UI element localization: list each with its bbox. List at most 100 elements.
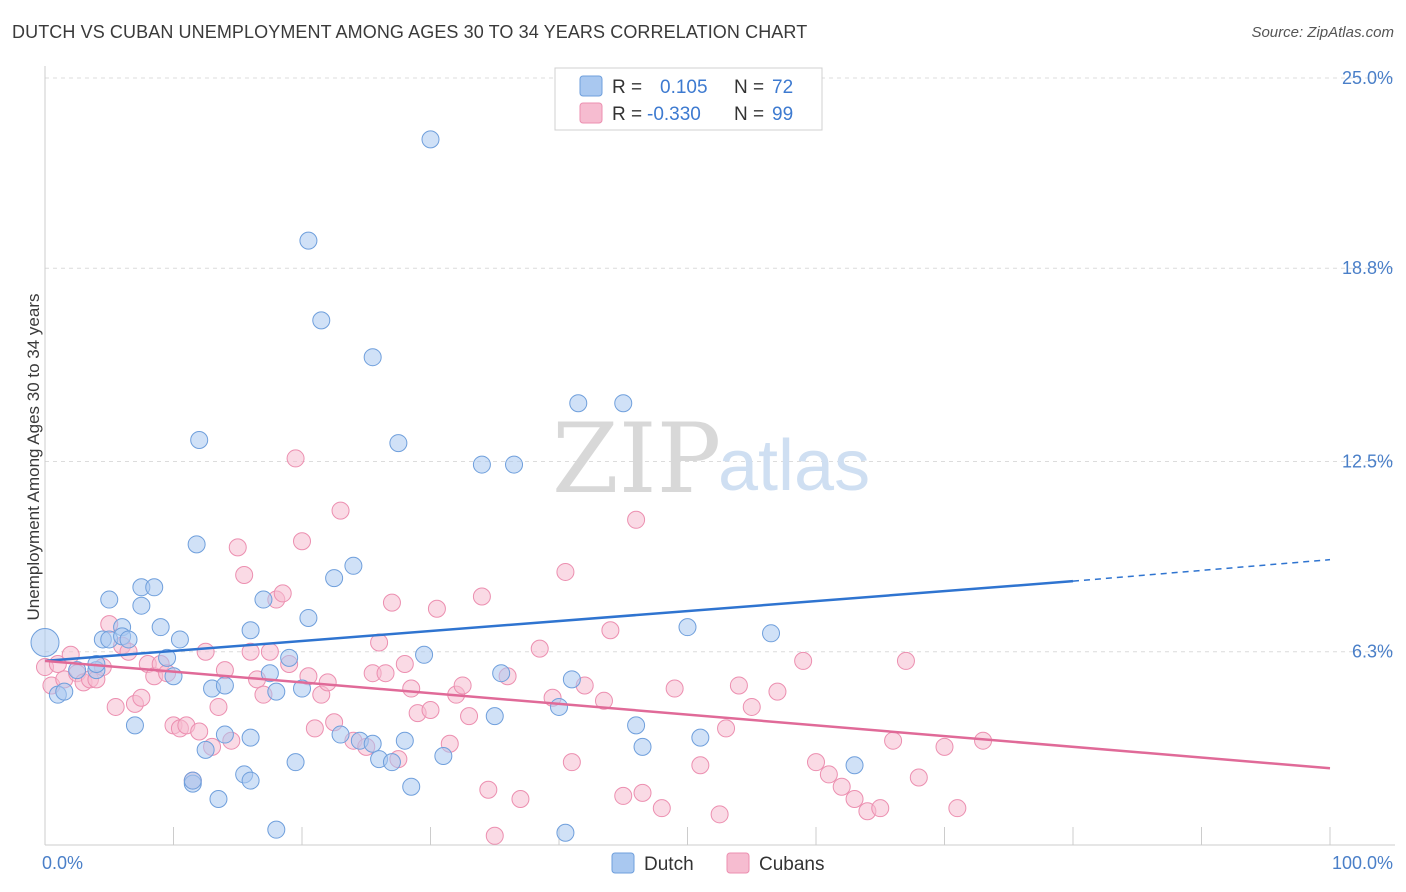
dutch-point-67 bbox=[633, 737, 652, 756]
dutch-point-61 bbox=[550, 697, 568, 716]
dutch-point-29 bbox=[241, 728, 260, 747]
bottom-legend-dutch: Dutch bbox=[644, 854, 694, 875]
dutch-point-19 bbox=[170, 630, 189, 649]
dutch-point-17 bbox=[158, 648, 177, 667]
cuban-point-70 bbox=[556, 562, 575, 581]
dutch-point-66 bbox=[627, 716, 646, 735]
dutch-point-39 bbox=[293, 679, 311, 698]
cuban-point-42 bbox=[305, 719, 324, 738]
cuban-point-11 bbox=[106, 697, 125, 716]
dutch-point-69 bbox=[691, 728, 710, 747]
cuban-point-44 bbox=[318, 673, 337, 692]
cuban-point-35 bbox=[260, 642, 279, 661]
watermark: ZIP atlas bbox=[552, 403, 870, 515]
dutch-point-36 bbox=[267, 682, 286, 701]
cuban-point-51 bbox=[376, 664, 395, 683]
chart-title: DUTCH VS CUBAN UNEMPLOYMENT AMONG AGES 3… bbox=[12, 22, 808, 42]
cuban-point-57 bbox=[421, 701, 440, 720]
cuban-point-76 bbox=[627, 510, 646, 529]
legend-r-value-cuban: -0.330 bbox=[647, 104, 701, 125]
x-tick-label-min: 0.0% bbox=[42, 853, 83, 873]
y-tick-label-3: 25.0% bbox=[1342, 68, 1393, 88]
cuban-point-75 bbox=[614, 786, 633, 805]
y-tick-label-0: 6.3% bbox=[1352, 642, 1393, 662]
cuban-point-83 bbox=[729, 676, 748, 695]
bottom-legend: Dutch Cubans bbox=[611, 852, 825, 875]
cuban-point-68 bbox=[530, 639, 549, 658]
cuban-point-40 bbox=[293, 532, 311, 551]
cuban-point-27 bbox=[209, 697, 228, 716]
cuban-point-73 bbox=[594, 691, 613, 710]
dutch-point-55 bbox=[421, 130, 440, 149]
dutch-point-34 bbox=[260, 664, 279, 683]
dutch-point-23 bbox=[190, 431, 209, 450]
cuban-trend-line bbox=[44, 659, 1331, 770]
cuban-point-74 bbox=[601, 621, 620, 640]
cuban-point-81 bbox=[710, 805, 729, 824]
cuban-point-15 bbox=[132, 688, 151, 707]
dutch-point-42 bbox=[312, 311, 331, 330]
dutch-point-54 bbox=[415, 645, 434, 664]
cuban-point-93 bbox=[884, 731, 903, 750]
cuban-point-55 bbox=[402, 679, 421, 698]
cuban-point-97 bbox=[948, 799, 967, 818]
legend-r-value-dutch: 0.105 bbox=[660, 77, 708, 98]
legend-n-label-cuban: N = bbox=[734, 104, 764, 125]
dutch-point-27 bbox=[215, 676, 234, 695]
cuban-point-32 bbox=[241, 642, 260, 661]
dutch-point-57 bbox=[472, 455, 491, 474]
cuban-point-24 bbox=[190, 722, 209, 741]
legend-swatch-cuban bbox=[579, 102, 603, 124]
cuban-point-78 bbox=[652, 799, 671, 818]
dutch-point-35 bbox=[267, 820, 286, 839]
cuban-point-54 bbox=[395, 654, 414, 673]
dutch-point-40 bbox=[299, 231, 318, 250]
dutch-point-32 bbox=[241, 771, 260, 790]
cuban-point-85 bbox=[768, 682, 787, 701]
dutch-point-37 bbox=[280, 648, 299, 667]
dutch-point-63 bbox=[562, 670, 581, 689]
cuban-point-39 bbox=[286, 449, 305, 468]
dutch-point-33 bbox=[254, 590, 273, 609]
cuban-point-30 bbox=[228, 538, 247, 557]
dutch-point-71 bbox=[845, 756, 864, 775]
dutch-point-28 bbox=[215, 725, 234, 744]
cuban-point-77 bbox=[633, 783, 652, 802]
cuban-point-88 bbox=[819, 765, 838, 784]
y-tick-label-1: 12.5% bbox=[1342, 452, 1393, 472]
dutch-point-53 bbox=[402, 777, 421, 796]
cuban-point-58 bbox=[427, 599, 446, 618]
dutch-point-52 bbox=[395, 731, 414, 750]
cuban-point-86 bbox=[794, 651, 813, 670]
cuban-point-89 bbox=[832, 777, 851, 796]
dutch-point-30 bbox=[241, 621, 260, 640]
cuban-point-46 bbox=[331, 501, 350, 520]
cuban-point-67 bbox=[511, 789, 530, 808]
cuban-point-37 bbox=[273, 584, 292, 603]
dutch-point-62 bbox=[556, 823, 575, 842]
dutch-point-24 bbox=[196, 740, 215, 759]
dutch-point-48 bbox=[363, 348, 382, 367]
cuban-points bbox=[36, 449, 993, 845]
cuban-point-94 bbox=[896, 651, 915, 670]
bottom-legend-swatch-cuban bbox=[726, 852, 750, 874]
dutch-point-8 bbox=[100, 590, 119, 609]
source-label: Source: ZipAtlas.com bbox=[1251, 24, 1394, 41]
dutch-point-45 bbox=[344, 556, 363, 575]
cuban-point-25 bbox=[196, 642, 215, 661]
cuban-point-71 bbox=[562, 753, 581, 772]
cuban-point-79 bbox=[665, 679, 684, 698]
dutch-point-38 bbox=[286, 753, 305, 772]
dutch-point-11 bbox=[119, 630, 138, 649]
cuban-point-61 bbox=[453, 676, 472, 695]
cuban-point-92 bbox=[871, 799, 890, 818]
cuban-point-52 bbox=[382, 593, 401, 612]
cuban-point-64 bbox=[479, 780, 498, 799]
cuban-point-62 bbox=[460, 707, 479, 726]
dutch-point-2 bbox=[55, 682, 74, 701]
cuban-point-65 bbox=[485, 826, 504, 845]
dutch-trend-extension bbox=[1072, 558, 1331, 582]
watermark-atlas: atlas bbox=[718, 426, 870, 506]
dutch-point-68 bbox=[678, 618, 697, 637]
bottom-legend-swatch-dutch bbox=[611, 852, 635, 874]
